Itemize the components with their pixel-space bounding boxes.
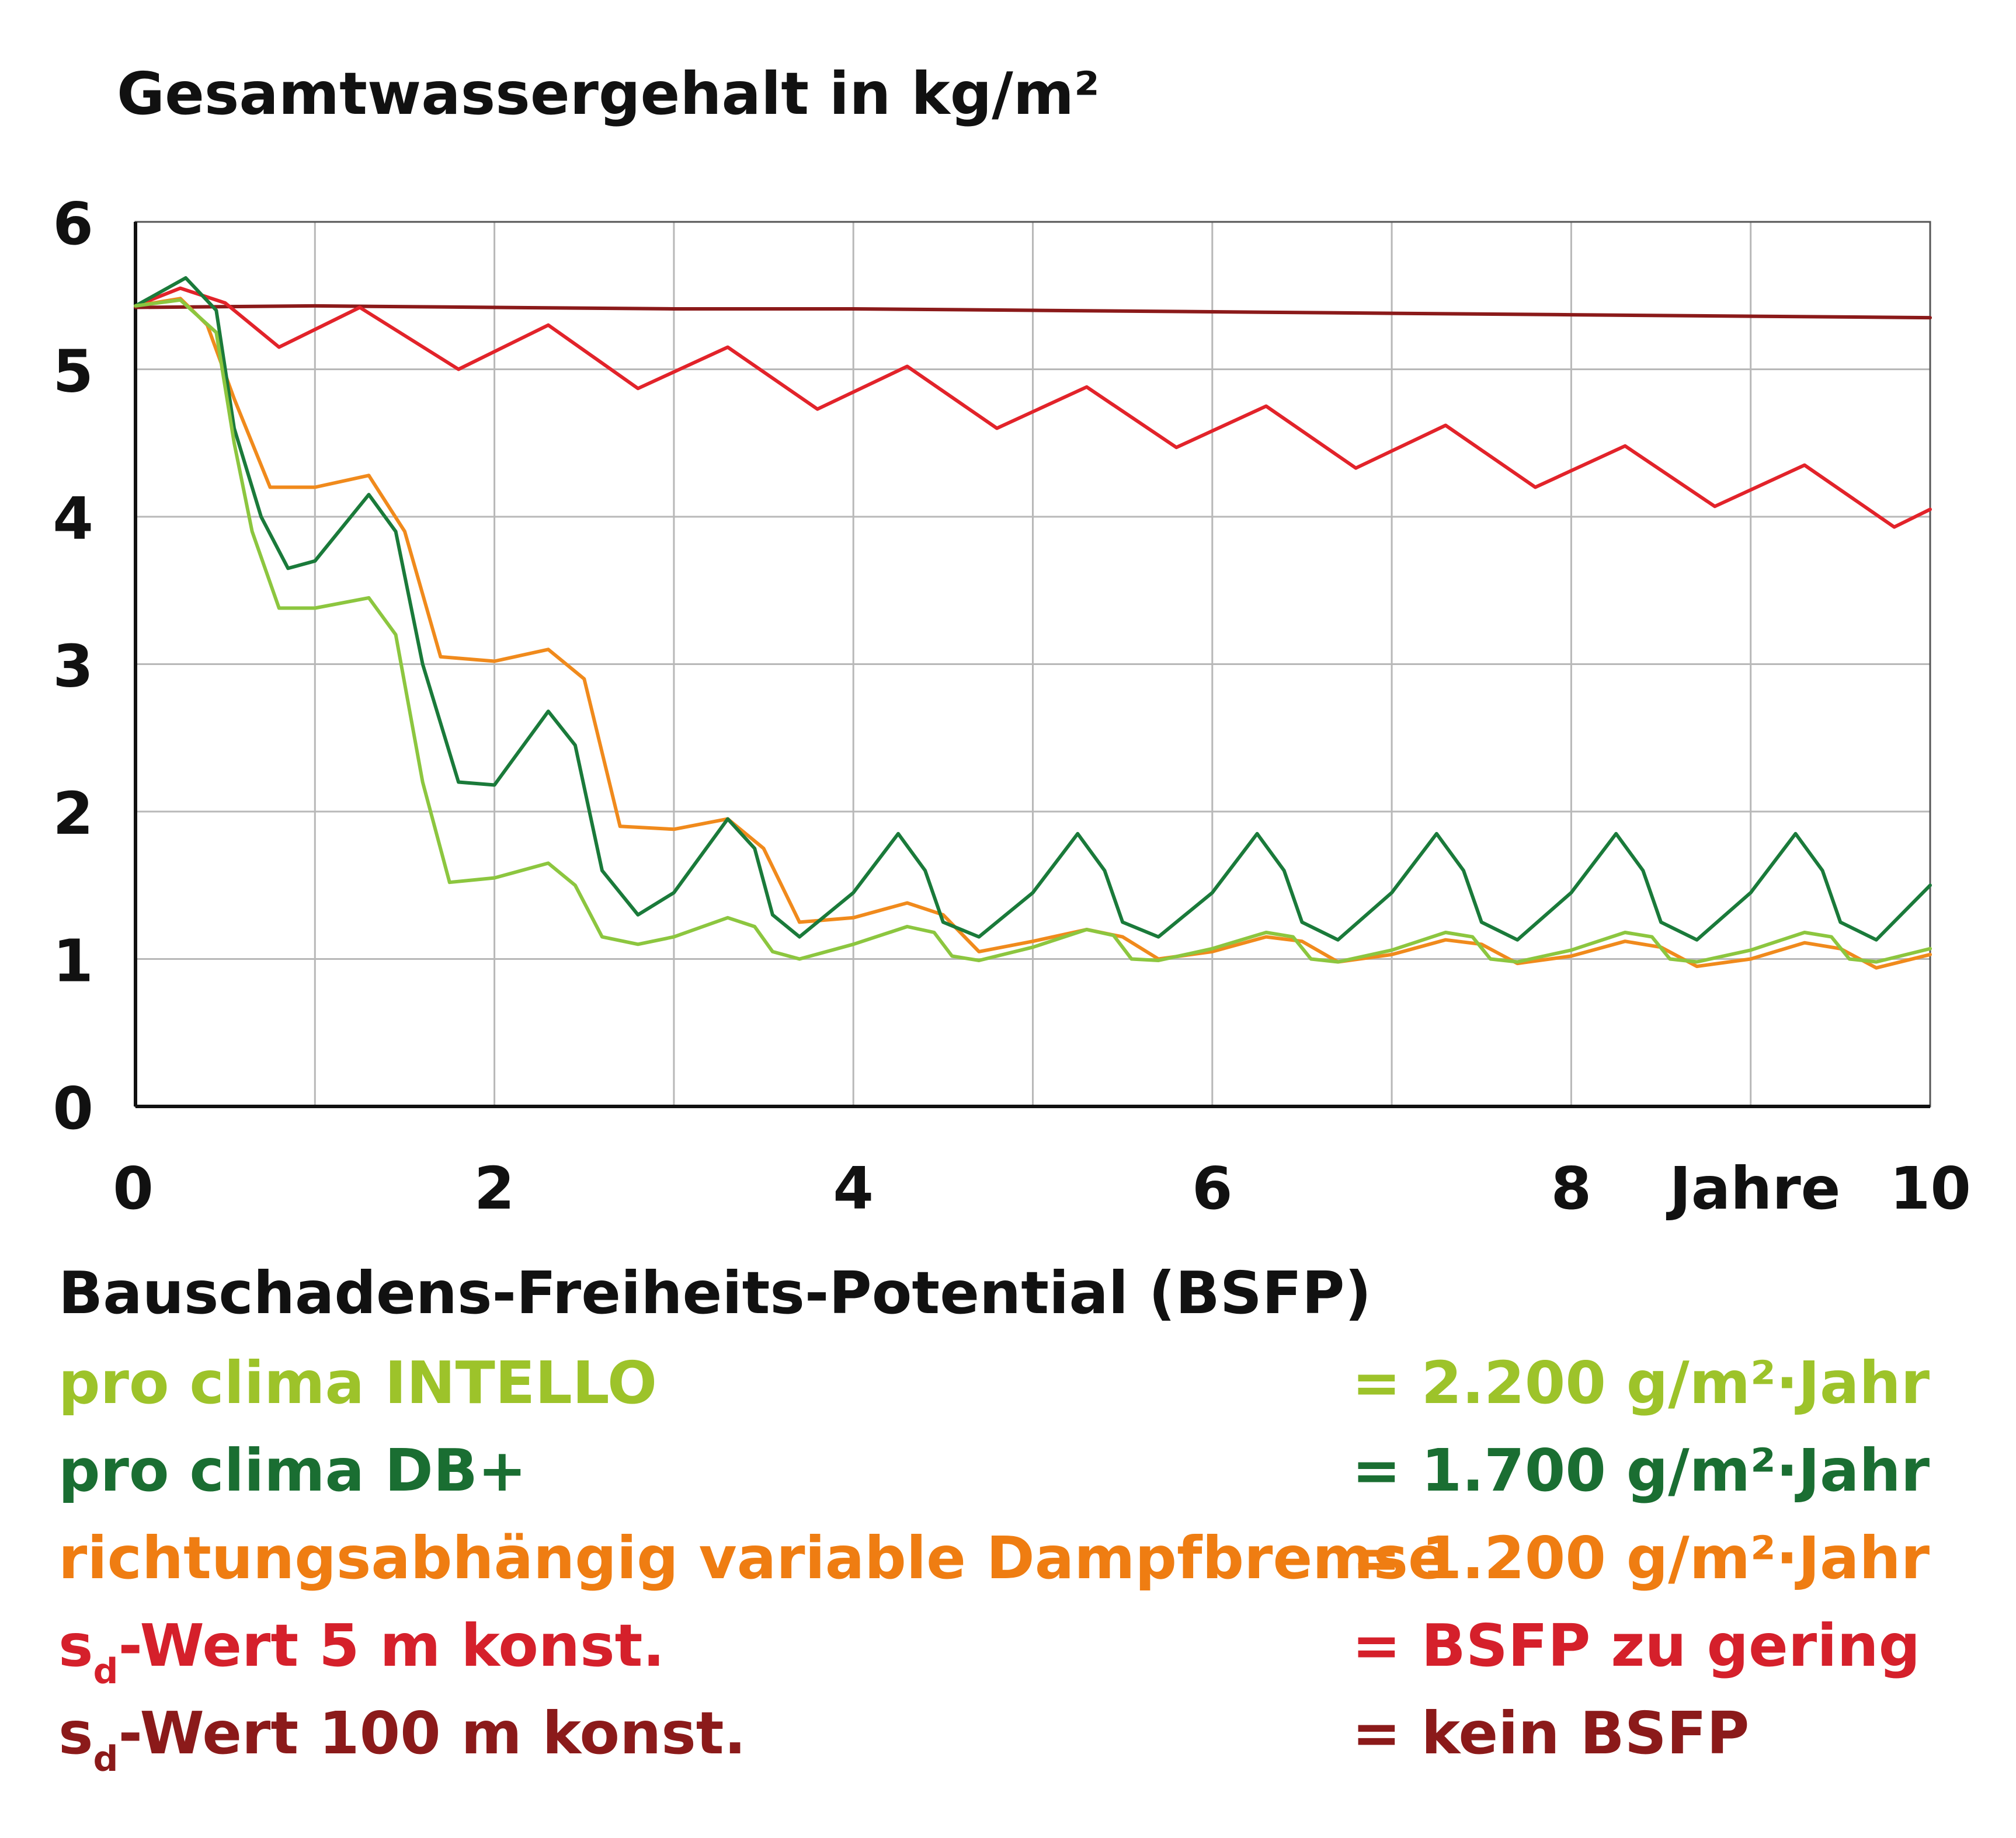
x-tick-label: 0 [113,1154,154,1223]
legend-row-sd-5m: sd-Wert 5 m konst. = BSFP zu gering [58,1611,1962,1699]
legend-name-sd-5m-sub: d [93,1651,119,1692]
legend-row-db-plus: pro clima DB+ = 1.700 g/m²·Jahr [58,1436,1962,1524]
y-tick-label: 5 [53,337,93,406]
legend-name-sd-100m-rest: -Wert 100 m konst. [118,1699,746,1767]
chart: Gesamtwassergehalt in kg/m² 0 1 2 3 4 5 6 0 2 4 6 8… [53,60,1971,1223]
x-tick-label: 8 [1551,1154,1592,1223]
grid [134,221,1931,1108]
series-line [134,276,1932,942]
y-tick-label: 0 [53,1074,93,1143]
legend-name-variable-brake: richtungsabhängig variable Dampfbremse [58,1524,1448,1592]
legend-value-sd-5m: = BSFP zu gering [1352,1611,1921,1680]
legend-name-sd-100m-prefix: s [58,1699,93,1767]
legend-value-intello: = 2.200 g/m²·Jahr [1352,1349,1930,1417]
y-tick-label: 6 [53,190,93,258]
legend-name-sd-5m-rest: -Wert 5 m konst. [118,1611,665,1680]
legend-name-sd-5m-prefix: s [58,1611,93,1680]
legend: Bauschadens-Freiheits-Potential (BSFP) p… [58,1255,1962,1787]
axes [134,221,1931,1108]
legend-row-intello: pro clima INTELLO = 2.200 g/m²·Jahr [58,1349,1962,1436]
x-tick-label: 6 [1192,1154,1233,1223]
y-tick-label: 1 [53,927,93,995]
x-tick-label: 4 [833,1154,874,1223]
series-lines [134,276,1932,970]
x-axis-label: Jahre [1666,1154,1840,1223]
legend-name-sd-100m: sd-Wert 100 m konst. [58,1699,746,1780]
y-tick-label: 4 [53,485,93,553]
legend-value-db-plus: = 1.700 g/m²·Jahr [1352,1436,1930,1505]
legend-name-sd-100m-sub: d [93,1739,119,1780]
legend-name-intello: pro clima INTELLO [58,1349,658,1417]
series-line [134,297,1932,970]
legend-name-sd-5m: sd-Wert 5 m konst. [58,1611,665,1692]
x-tick-label: 10 [1890,1154,1971,1223]
series-line [134,298,1932,964]
y-tick-label: 2 [53,779,93,848]
tick-labels: 0 1 2 3 4 5 6 0 2 4 6 8 10 Jahre [53,190,1971,1223]
series-line [134,304,1932,320]
legend-row-sd-100m: sd-Wert 100 m konst. = kein BSFP [58,1699,1962,1787]
chart-title: Gesamtwassergehalt in kg/m² [117,60,1100,128]
legend-value-variable-brake: = 1.200 g/m²·Jahr [1352,1524,1930,1592]
x-tick-label: 2 [474,1154,515,1223]
legend-name-db-plus: pro clima DB+ [58,1436,527,1505]
legend-row-variable-brake: richtungsabhängig variable Dampfbremse =… [58,1524,1962,1611]
legend-value-sd-100m: = kein BSFP [1352,1699,1750,1767]
y-tick-label: 3 [53,632,93,701]
legend-title: Bauschadens-Freiheits-Potential (BSFP) [58,1259,1372,1327]
series-line [134,286,1932,529]
